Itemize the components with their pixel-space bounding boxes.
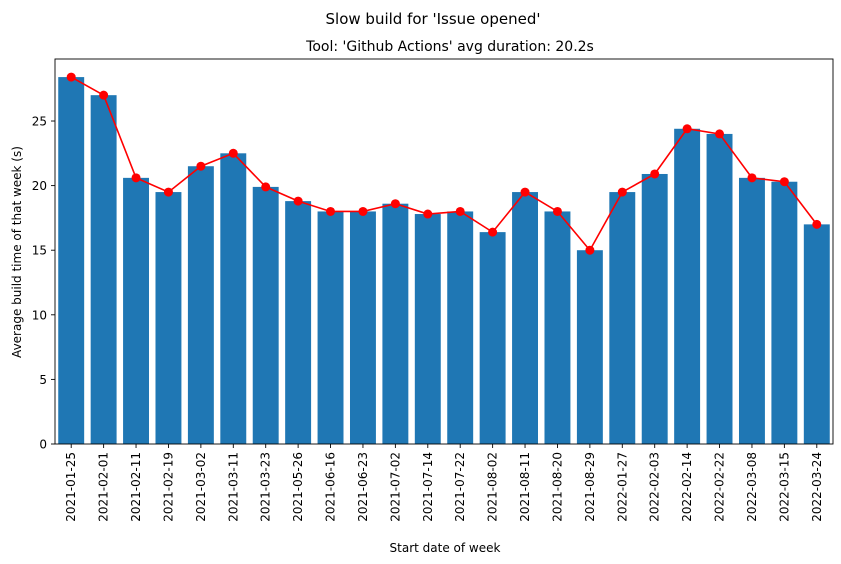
x-tick-label: 2021-01-25: [64, 452, 78, 522]
plot-frame: [54, 58, 834, 445]
bar: [90, 95, 117, 445]
x-tick-label: 2021-07-14: [421, 452, 435, 522]
x-tick-label: 2021-08-02: [486, 452, 500, 522]
x-tick-label: 2022-03-15: [777, 452, 791, 522]
data-point: [261, 182, 271, 192]
y-tick-label: 15: [32, 244, 47, 258]
data-point: [488, 227, 498, 237]
plot-area: 0 5 10 15 20 25 2021-01-25 2021-02-01 2021-02-11…: [32, 58, 834, 522]
x-tick-label: 2021-02-11: [129, 452, 143, 522]
x-tick-label: 2021-07-22: [453, 452, 467, 522]
bar: [447, 211, 474, 444]
x-tick-label: 2021-03-02: [194, 452, 208, 522]
bar: [58, 77, 85, 444]
data-point: [650, 169, 660, 179]
bar: [544, 211, 571, 444]
chart-title: Slow build for 'Issue opened': [326, 10, 541, 28]
data-point: [585, 245, 595, 255]
x-tick-label: 2021-08-11: [518, 452, 532, 522]
y-tick-label: 0: [39, 438, 47, 452]
y-tick-label: 10: [32, 308, 47, 322]
data-point: [196, 161, 206, 171]
data-point: [715, 129, 725, 139]
data-point: [326, 206, 336, 216]
bar: [771, 181, 798, 445]
x-tick-label: 2021-06-16: [324, 452, 338, 522]
bar: [479, 232, 506, 444]
bar: [252, 186, 279, 444]
y-tick-label: 20: [32, 179, 47, 193]
data-point: [682, 124, 692, 134]
data-point: [520, 187, 530, 197]
bar: [609, 192, 636, 444]
data-point: [779, 177, 789, 187]
x-tick-label: 2021-07-02: [388, 452, 402, 522]
x-tick-label: 2022-03-24: [810, 452, 824, 522]
x-axis-label: Start date of week: [390, 541, 501, 555]
x-tick-label: 2022-02-03: [648, 452, 662, 522]
data-point: [228, 148, 238, 158]
bar: [512, 192, 538, 444]
bar: [382, 203, 409, 444]
series-line: [70, 76, 818, 252]
chart-subtitle: Tool: 'Github Actions' avg duration: 20.…: [305, 39, 594, 55]
data-point: [99, 90, 109, 100]
x-tick-label: 2021-03-23: [259, 452, 273, 522]
x-tick-label: 2022-02-14: [680, 452, 694, 522]
data-point: [66, 72, 76, 82]
bar: [285, 201, 312, 444]
data-point: [423, 209, 433, 219]
data-point: [163, 187, 173, 197]
x-tick-label: 2021-02-01: [97, 452, 111, 522]
bar: [220, 153, 247, 444]
x-tick-label: 2021-02-19: [161, 452, 175, 522]
x-tick-label: 2021-05-26: [291, 452, 305, 522]
bar: [317, 211, 344, 444]
bar: [803, 224, 830, 444]
data-point: [552, 206, 562, 216]
y-axis-label: Average build time of that week (s): [10, 146, 24, 358]
data-point: [131, 173, 141, 183]
data-point: [617, 187, 627, 197]
y-tick-label: 25: [32, 115, 47, 129]
x-tick-label: 2021-08-20: [550, 452, 564, 522]
data-point: [812, 219, 822, 229]
y-tick-label: 5: [39, 373, 47, 387]
x-tick-label: 2021-06-23: [356, 452, 370, 522]
bar: [738, 177, 765, 445]
bar: [706, 133, 733, 444]
bar: [576, 250, 603, 444]
bar: [123, 177, 149, 445]
data-point: [747, 173, 757, 183]
data-point: [293, 196, 303, 206]
data-point: [390, 199, 400, 209]
x-tick-label: 2022-01-27: [615, 452, 629, 522]
bar: [641, 173, 668, 445]
bar: [414, 214, 441, 444]
bar: [187, 166, 214, 445]
x-tick-label: 2021-08-29: [583, 452, 597, 522]
bar: [155, 192, 182, 444]
bar: [674, 128, 701, 444]
data-point: [358, 206, 368, 216]
x-tick-label: 2022-03-08: [745, 452, 759, 522]
x-tick-label: 2022-02-22: [713, 452, 727, 522]
x-tick-label: 2021-03-11: [226, 452, 240, 522]
data-point: [455, 206, 465, 216]
bar: [349, 211, 376, 444]
